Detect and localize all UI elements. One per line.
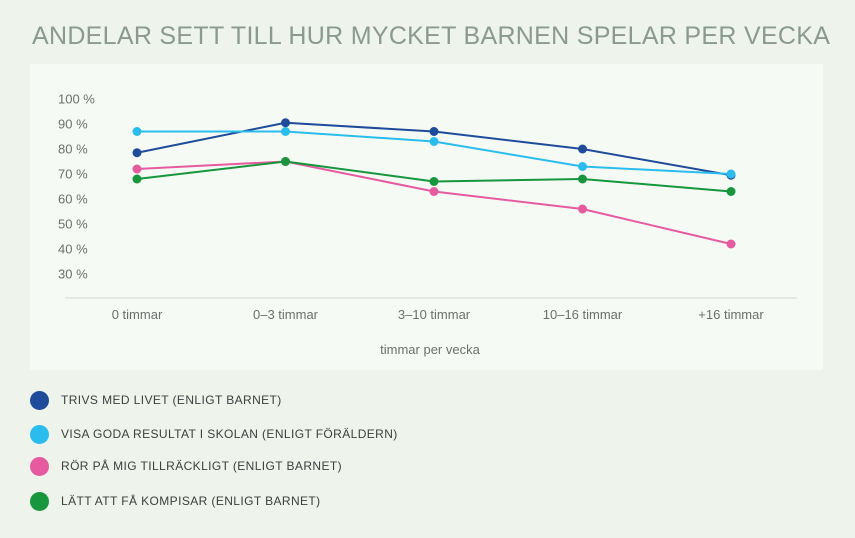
x-tick-label: 10–16 timmar [543, 307, 623, 322]
data-point [726, 239, 736, 249]
legend-swatch [30, 390, 49, 410]
data-point [132, 164, 142, 174]
legend-item: LÄTT ATT FÅ KOMPISAR (ENLIGT BARNET) [30, 489, 530, 513]
data-point [132, 127, 142, 136]
data-point [429, 177, 439, 186]
data-point [281, 127, 290, 136]
chart-title: ANDELAR SETT TILL HUR MYCKET BARNEN SPEL… [32, 22, 831, 50]
data-point [429, 137, 439, 146]
data-point [429, 127, 439, 136]
legend-swatch [30, 491, 49, 511]
y-tick-label: 70 % [58, 167, 88, 182]
x-axis-title: timmar per vecka [380, 342, 480, 357]
x-tick-label: 0 timmar [112, 307, 163, 322]
data-point [429, 187, 439, 196]
data-point [726, 169, 736, 179]
x-tick-label: 0–3 timmar [253, 307, 319, 322]
legend-label: VISA GODA RESULTAT I SKOLAN (ENLIGT FÖRÄ… [61, 427, 398, 441]
legend-swatch [30, 424, 49, 444]
legend-swatch [30, 456, 49, 476]
data-point [281, 157, 290, 166]
y-tick-label: 30 % [58, 267, 88, 282]
data-point [132, 148, 142, 158]
plot-panel: 100 % 90 % 80 % 70 % 60 % 50 % 40 % 30 % 0 timm… [30, 64, 823, 370]
y-tick-label: 90 % [58, 117, 88, 132]
x-tick-label: 3–10 timmar [398, 307, 471, 322]
data-point [578, 174, 587, 184]
y-tick-label: 80 % [58, 142, 88, 157]
y-tick-label: 50 % [58, 217, 88, 232]
line-chart: 100 % 90 % 80 % 70 % 60 % 50 % 40 % 30 % 0 timm… [58, 92, 797, 357]
data-point [726, 187, 736, 196]
data-point [132, 174, 142, 184]
legend-item: VISA GODA RESULTAT I SKOLAN (ENLIGT FÖRÄ… [30, 422, 530, 446]
legend-label: LÄTT ATT FÅ KOMPISAR (ENLIGT BARNET) [61, 494, 321, 508]
data-point [578, 162, 587, 171]
y-tick-label: 40 % [58, 242, 88, 257]
legend-item: RÖR PÅ MIG TILLRÄCKLIGT (ENLIGT BARNET) [30, 454, 530, 478]
legend-item: TRIVS MED LIVET (ENLIGT BARNET) [30, 388, 530, 412]
y-tick-label: 60 % [58, 192, 88, 207]
x-tick-label: +16 timmar [698, 307, 764, 322]
data-point [281, 118, 290, 128]
y-tick-label: 100 % [58, 92, 95, 107]
legend-label: RÖR PÅ MIG TILLRÄCKLIGT (ENLIGT BARNET) [61, 459, 342, 473]
series-line-3 [136, 160, 732, 245]
legend-label: TRIVS MED LIVET (ENLIGT BARNET) [61, 393, 282, 407]
data-point [578, 144, 587, 154]
data-point [578, 204, 587, 214]
